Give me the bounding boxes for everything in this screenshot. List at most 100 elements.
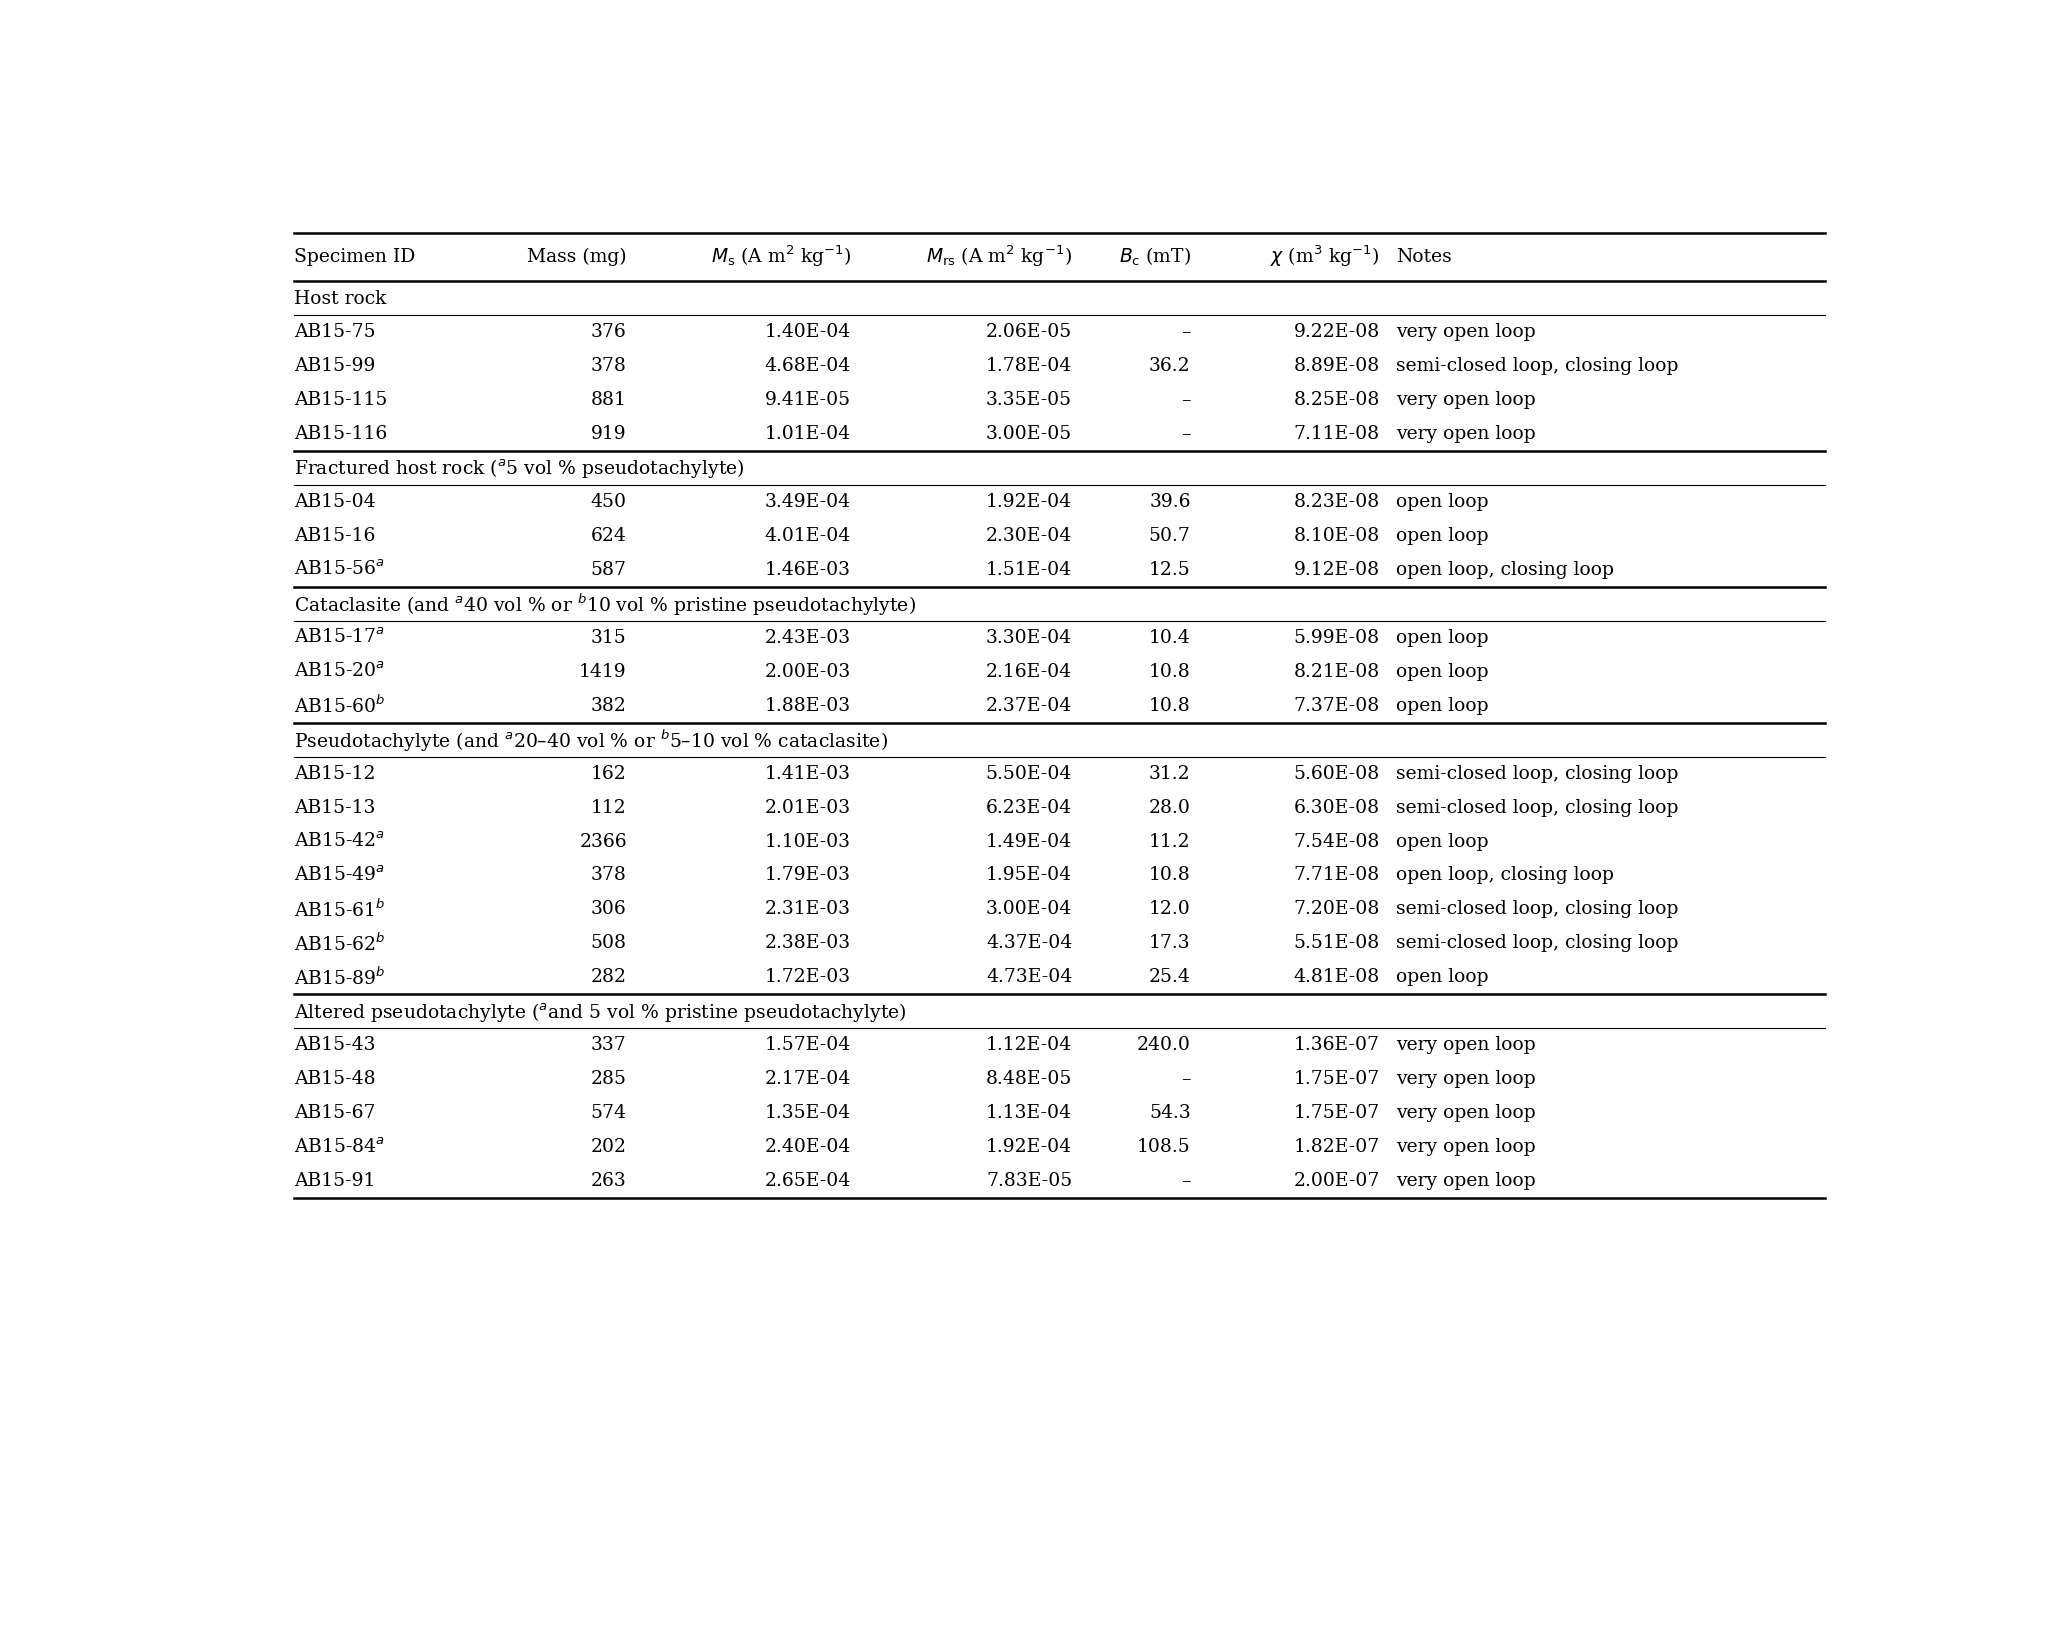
Text: 17.3: 17.3: [1149, 934, 1191, 952]
Text: 2.31E-03: 2.31E-03: [765, 901, 852, 919]
Text: 12.5: 12.5: [1149, 560, 1191, 578]
Text: semi-closed loop, closing loop: semi-closed loop, closing loop: [1395, 799, 1678, 817]
Text: open loop, closing loop: open loop, closing loop: [1395, 866, 1614, 884]
Text: 1.72E-03: 1.72E-03: [765, 968, 852, 987]
Text: 9.22E-08: 9.22E-08: [1294, 323, 1379, 341]
Text: Notes: Notes: [1395, 247, 1451, 265]
Text: Pseudotachylyte (and $^{a}$20–40 vol % or $^{b}$5–10 vol % cataclasite): Pseudotachylyte (and $^{a}$20–40 vol % o…: [294, 728, 887, 754]
Text: very open loop: very open loop: [1395, 1071, 1536, 1089]
Text: 50.7: 50.7: [1149, 527, 1191, 545]
Text: very open loop: very open loop: [1395, 323, 1536, 341]
Text: open loop: open loop: [1395, 697, 1488, 715]
Text: 31.2: 31.2: [1149, 764, 1191, 782]
Text: 7.83E-05: 7.83E-05: [986, 1173, 1073, 1191]
Text: AB15-17$^{a}$: AB15-17$^{a}$: [294, 628, 384, 647]
Text: 8.48E-05: 8.48E-05: [986, 1071, 1073, 1089]
Text: semi-closed loop, closing loop: semi-closed loop, closing loop: [1395, 764, 1678, 782]
Text: 508: 508: [591, 934, 626, 952]
Text: 1.78E-04: 1.78E-04: [986, 357, 1073, 374]
Text: AB15-75: AB15-75: [294, 323, 376, 341]
Text: 1.40E-04: 1.40E-04: [765, 323, 852, 341]
Text: 450: 450: [591, 492, 626, 511]
Text: 7.20E-08: 7.20E-08: [1294, 901, 1379, 919]
Text: AB15-91: AB15-91: [294, 1173, 374, 1191]
Text: AB15-62$^{b}$: AB15-62$^{b}$: [294, 932, 384, 955]
Text: 382: 382: [591, 697, 626, 715]
Text: 4.68E-04: 4.68E-04: [765, 357, 852, 374]
Text: AB15-16: AB15-16: [294, 527, 374, 545]
Text: 162: 162: [591, 764, 626, 782]
Text: AB15-49$^{a}$: AB15-49$^{a}$: [294, 866, 384, 884]
Text: 1.01E-04: 1.01E-04: [765, 425, 852, 443]
Text: 5.99E-08: 5.99E-08: [1294, 629, 1379, 647]
Text: AB15-60$^{b}$: AB15-60$^{b}$: [294, 695, 384, 716]
Text: 378: 378: [591, 866, 626, 884]
Text: 8.10E-08: 8.10E-08: [1294, 527, 1379, 545]
Text: 306: 306: [591, 901, 626, 919]
Text: –: –: [1180, 425, 1191, 443]
Text: –: –: [1180, 1173, 1191, 1191]
Text: 1.49E-04: 1.49E-04: [986, 832, 1073, 850]
Text: 1.82E-07: 1.82E-07: [1294, 1138, 1379, 1156]
Text: 1.35E-04: 1.35E-04: [765, 1105, 852, 1122]
Text: 315: 315: [591, 629, 626, 647]
Text: 112: 112: [591, 799, 626, 817]
Text: 5.51E-08: 5.51E-08: [1294, 934, 1379, 952]
Text: 1.10E-03: 1.10E-03: [765, 832, 852, 850]
Text: AB15-116: AB15-116: [294, 425, 387, 443]
Text: 624: 624: [591, 527, 626, 545]
Text: very open loop: very open loop: [1395, 1036, 1536, 1054]
Text: 1.79E-03: 1.79E-03: [765, 866, 852, 884]
Text: 4.37E-04: 4.37E-04: [986, 934, 1073, 952]
Text: very open loop: very open loop: [1395, 1105, 1536, 1122]
Text: AB15-04: AB15-04: [294, 492, 376, 511]
Text: 2.37E-04: 2.37E-04: [986, 697, 1073, 715]
Text: 7.71E-08: 7.71E-08: [1294, 866, 1379, 884]
Text: Altered pseudotachylyte ($^{a}$and 5 vol % pristine pseudotachylyte): Altered pseudotachylyte ($^{a}$and 5 vol…: [294, 1001, 905, 1024]
Text: 3.49E-04: 3.49E-04: [765, 492, 852, 511]
Text: Host rock: Host rock: [294, 290, 387, 308]
Text: 8.25E-08: 8.25E-08: [1294, 390, 1379, 408]
Text: Fractured host rock ($^{a}$5 vol % pseudotachylyte): Fractured host rock ($^{a}$5 vol % pseud…: [294, 458, 744, 481]
Text: open loop: open loop: [1395, 968, 1488, 987]
Text: 881: 881: [591, 390, 626, 408]
Text: 1.95E-04: 1.95E-04: [986, 866, 1073, 884]
Text: 2.43E-03: 2.43E-03: [765, 629, 852, 647]
Text: 5.50E-04: 5.50E-04: [986, 764, 1073, 782]
Text: Specimen ID: Specimen ID: [294, 247, 415, 265]
Text: semi-closed loop, closing loop: semi-closed loop, closing loop: [1395, 934, 1678, 952]
Text: 4.81E-08: 4.81E-08: [1294, 968, 1379, 987]
Text: 4.01E-04: 4.01E-04: [765, 527, 852, 545]
Text: 240.0: 240.0: [1137, 1036, 1191, 1054]
Text: 10.8: 10.8: [1149, 866, 1191, 884]
Text: 10.8: 10.8: [1149, 662, 1191, 680]
Text: 108.5: 108.5: [1137, 1138, 1191, 1156]
Text: 2.30E-04: 2.30E-04: [986, 527, 1073, 545]
Text: very open loop: very open loop: [1395, 1173, 1536, 1191]
Text: AB15-20$^{a}$: AB15-20$^{a}$: [294, 662, 384, 682]
Text: semi-closed loop, closing loop: semi-closed loop, closing loop: [1395, 901, 1678, 919]
Text: 3.35E-05: 3.35E-05: [986, 390, 1073, 408]
Text: 2.17E-04: 2.17E-04: [765, 1071, 852, 1089]
Text: 8.23E-08: 8.23E-08: [1294, 492, 1379, 511]
Text: 3.00E-05: 3.00E-05: [986, 425, 1073, 443]
Text: 25.4: 25.4: [1149, 968, 1191, 987]
Text: 263: 263: [591, 1173, 626, 1191]
Text: 337: 337: [591, 1036, 626, 1054]
Text: $M_{\rm s}$ (A m$^{2}$ kg$^{-1}$): $M_{\rm s}$ (A m$^{2}$ kg$^{-1}$): [711, 244, 852, 268]
Text: 28.0: 28.0: [1149, 799, 1191, 817]
Text: 10.8: 10.8: [1149, 697, 1191, 715]
Text: Cataclasite (and $^{a}$40 vol % or $^{b}$10 vol % pristine pseudotachylyte): Cataclasite (and $^{a}$40 vol % or $^{b}…: [294, 593, 916, 618]
Text: 3.00E-04: 3.00E-04: [986, 901, 1073, 919]
Text: very open loop: very open loop: [1395, 425, 1536, 443]
Text: AB15-43: AB15-43: [294, 1036, 374, 1054]
Text: AB15-13: AB15-13: [294, 799, 374, 817]
Text: –: –: [1180, 390, 1191, 408]
Text: AB15-12: AB15-12: [294, 764, 374, 782]
Text: open loop, closing loop: open loop, closing loop: [1395, 560, 1614, 578]
Text: 2.01E-03: 2.01E-03: [765, 799, 852, 817]
Text: 7.54E-08: 7.54E-08: [1294, 832, 1379, 850]
Text: AB15-67: AB15-67: [294, 1105, 374, 1122]
Text: 1419: 1419: [579, 662, 626, 680]
Text: 2.65E-04: 2.65E-04: [765, 1173, 852, 1191]
